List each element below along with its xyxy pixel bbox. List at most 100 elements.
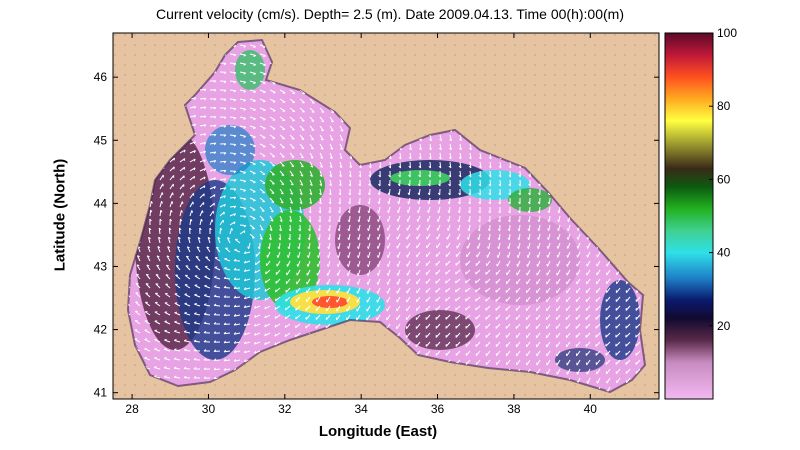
velocity-arrow <box>209 142 217 146</box>
velocity-arrow <box>147 245 151 253</box>
velocity-arrow <box>279 197 284 204</box>
velocity-arrow <box>223 313 231 316</box>
velocity-arrow <box>184 284 191 289</box>
velocity-arrow <box>595 332 601 338</box>
velocity-arrow <box>274 332 281 337</box>
velocity-arrow <box>377 197 381 205</box>
velocity-arrow <box>446 242 451 249</box>
velocity-arrow <box>315 305 321 312</box>
velocity-arrow <box>605 323 611 329</box>
velocity-arrow <box>259 134 266 139</box>
velocity-arrow <box>386 251 391 258</box>
velocity-arrow <box>495 269 501 276</box>
velocity-arrow <box>416 260 421 267</box>
velocity-arrow <box>625 314 631 320</box>
velocity-arrow <box>409 143 412 151</box>
velocity-arrow <box>546 287 551 294</box>
velocity-arrow <box>336 269 341 276</box>
velocity-arrow <box>536 251 541 258</box>
velocity-arrow <box>536 260 541 267</box>
velocity-arrow <box>357 224 361 232</box>
velocity-arrow <box>565 341 571 348</box>
velocity-arrow <box>425 350 431 356</box>
velocity-arrow <box>285 296 291 302</box>
velocity-arrow <box>145 292 151 298</box>
velocity-arrow <box>465 341 471 347</box>
velocity-arrow <box>199 97 207 101</box>
velocity-arrow <box>269 89 276 94</box>
velocity-arrow <box>203 339 211 343</box>
velocity-arrow <box>184 311 191 316</box>
velocity-arrow <box>596 287 601 294</box>
velocity-arrow <box>455 305 461 311</box>
velocity-arrow <box>136 264 141 271</box>
velocity-arrow <box>435 350 441 356</box>
velocity-arrow <box>615 296 621 303</box>
velocity-arrow <box>416 251 421 258</box>
velocity-arrow <box>254 305 261 309</box>
velocity-arrow <box>209 227 212 235</box>
velocity-arrow <box>406 305 411 312</box>
velocity-arrow <box>185 255 191 262</box>
velocity-arrow <box>317 242 321 250</box>
velocity-arrow <box>255 251 261 257</box>
velocity-arrow <box>175 265 181 271</box>
velocity-arrow <box>468 152 472 160</box>
velocity-arrow <box>179 201 184 208</box>
velocity-arrow <box>325 314 331 321</box>
velocity-arrow <box>209 194 216 199</box>
velocity-arrow <box>299 116 305 122</box>
velocity-arrow <box>575 323 581 330</box>
velocity-arrow <box>166 255 171 262</box>
velocity-arrow <box>184 320 191 325</box>
velocity-arrow <box>178 227 182 235</box>
velocity-arrow <box>546 350 551 357</box>
velocity-arrow <box>615 332 621 338</box>
velocity-arrow <box>259 98 266 103</box>
velocity-arrow <box>203 321 211 325</box>
velocity-arrow <box>468 197 471 205</box>
velocity-arrow <box>295 323 301 329</box>
velocity-arrow <box>469 143 472 151</box>
velocity-arrow <box>259 152 266 157</box>
velocity-arrow <box>425 332 431 338</box>
velocity-arrow <box>436 233 441 240</box>
velocity-arrow <box>635 314 641 320</box>
velocity-arrow <box>595 350 601 356</box>
velocity-arrow <box>298 224 301 232</box>
velocity-arrow <box>485 323 491 329</box>
velocity-arrow <box>279 152 285 158</box>
velocity-arrow <box>214 285 221 289</box>
velocity-arrow <box>625 350 631 356</box>
velocity-arrow <box>445 314 451 320</box>
velocity-arrow <box>199 141 207 145</box>
velocity-arrow <box>173 366 181 370</box>
velocity-arrow <box>337 215 341 223</box>
velocity-arrow <box>398 161 402 169</box>
velocity-arrow <box>386 224 391 231</box>
velocity-arrow <box>416 287 421 294</box>
velocity-arrow <box>495 350 501 357</box>
velocity-arrow <box>289 215 292 223</box>
velocity-arrow <box>229 80 237 84</box>
velocity-arrow <box>437 197 441 205</box>
velocity-arrow <box>279 188 284 195</box>
velocity-arrow <box>376 305 381 312</box>
velocity-arrow <box>406 215 411 222</box>
velocity-arrow <box>214 257 221 262</box>
velocity-arrow <box>297 233 301 241</box>
velocity-arrow <box>239 170 246 174</box>
y-tick-label: 45 <box>94 133 108 147</box>
velocity-arrow <box>635 332 641 338</box>
velocity-arrow <box>465 314 471 320</box>
velocity-arrow <box>316 287 321 294</box>
velocity-arrow <box>274 305 281 310</box>
velocity-arrow <box>515 332 521 339</box>
velocity-arrow <box>449 143 452 151</box>
velocity-arrow <box>436 215 441 222</box>
velocity-arrow <box>209 151 217 155</box>
velocity-arrow <box>445 341 451 347</box>
velocity-arrow <box>635 323 641 329</box>
velocity-arrow <box>455 323 461 329</box>
velocity-arrow <box>537 233 541 240</box>
